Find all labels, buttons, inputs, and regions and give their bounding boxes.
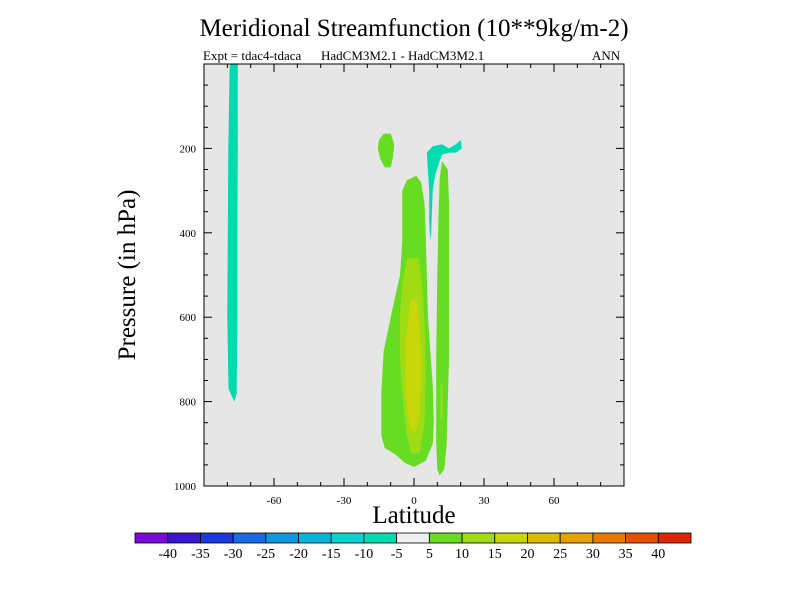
colorbar-swatch bbox=[396, 532, 430, 544]
colorbar-label: -25 bbox=[256, 547, 275, 562]
colorbar-swatch bbox=[363, 532, 398, 544]
x-tick-label: 60 bbox=[549, 495, 561, 507]
colorbar-label: 30 bbox=[586, 547, 600, 562]
model-comparison-label: HadCM3M2.1 - HadCM3M2.1 bbox=[321, 48, 485, 63]
colorbar-swatch bbox=[592, 532, 626, 544]
colorbar-swatch bbox=[265, 532, 299, 544]
colorbar-swatch bbox=[134, 532, 169, 544]
colorbar-swatch bbox=[461, 532, 496, 544]
y-tick-label: 800 bbox=[180, 397, 197, 409]
colorbar-swatch bbox=[527, 532, 561, 544]
colorbar-label: 35 bbox=[619, 547, 633, 562]
colorbar-swatch bbox=[232, 532, 267, 544]
x-tick-label: 0 bbox=[411, 495, 417, 507]
y-tick-label: 1000 bbox=[174, 481, 197, 493]
colorbar-label: -30 bbox=[224, 547, 243, 562]
colorbar-label: 5 bbox=[426, 547, 433, 562]
pos-secondary-cell bbox=[436, 161, 449, 476]
colorbar-swatch bbox=[330, 532, 365, 544]
chart-title: Meridional Streamfunction (10**9kg/m-2) bbox=[199, 15, 629, 42]
y-tick-label: 600 bbox=[180, 312, 197, 324]
colorbar-label: -10 bbox=[355, 547, 374, 562]
season-label: ANN bbox=[592, 48, 621, 63]
colorbar-label: -15 bbox=[322, 547, 341, 562]
x-tick-label: -60 bbox=[267, 495, 282, 507]
colorbar-label: 20 bbox=[520, 547, 534, 562]
colorbar-swatch bbox=[298, 532, 332, 544]
neg-core-upper-tropics bbox=[426, 140, 462, 242]
colorbar-label: -20 bbox=[289, 547, 308, 562]
colorbar-label: 40 bbox=[651, 547, 665, 562]
x-tick-label: 30 bbox=[479, 495, 491, 507]
y-tick-label: 400 bbox=[180, 228, 197, 240]
colorbar-label: 15 bbox=[488, 547, 502, 562]
colorbar-label: -35 bbox=[191, 547, 210, 562]
pos-patch-upper-south bbox=[377, 133, 395, 168]
x-axis-label: Latitude bbox=[372, 502, 456, 529]
colorbar-label: 10 bbox=[455, 547, 469, 562]
colorbar-swatch bbox=[494, 532, 528, 544]
colorbar-swatch bbox=[200, 532, 234, 544]
colorbar-swatch bbox=[657, 532, 692, 544]
pos-core bbox=[405, 298, 421, 434]
colorbar-label: 25 bbox=[553, 547, 567, 562]
x-tick-label: -30 bbox=[337, 495, 352, 507]
y-tick-label: 200 bbox=[180, 143, 197, 155]
colorbar-label: -5 bbox=[391, 547, 403, 562]
colorbar-swatch bbox=[428, 532, 463, 544]
colorbar-swatch bbox=[625, 532, 659, 544]
neg-band-southern-high-lat bbox=[227, 64, 238, 402]
colorbar-label: -40 bbox=[158, 547, 177, 562]
pos-secondary-inner bbox=[440, 384, 443, 421]
colorbar-swatch bbox=[167, 532, 201, 544]
experiment-label: Expt = tdac4-tdaca bbox=[203, 48, 302, 63]
colorbar-swatch bbox=[559, 532, 594, 544]
